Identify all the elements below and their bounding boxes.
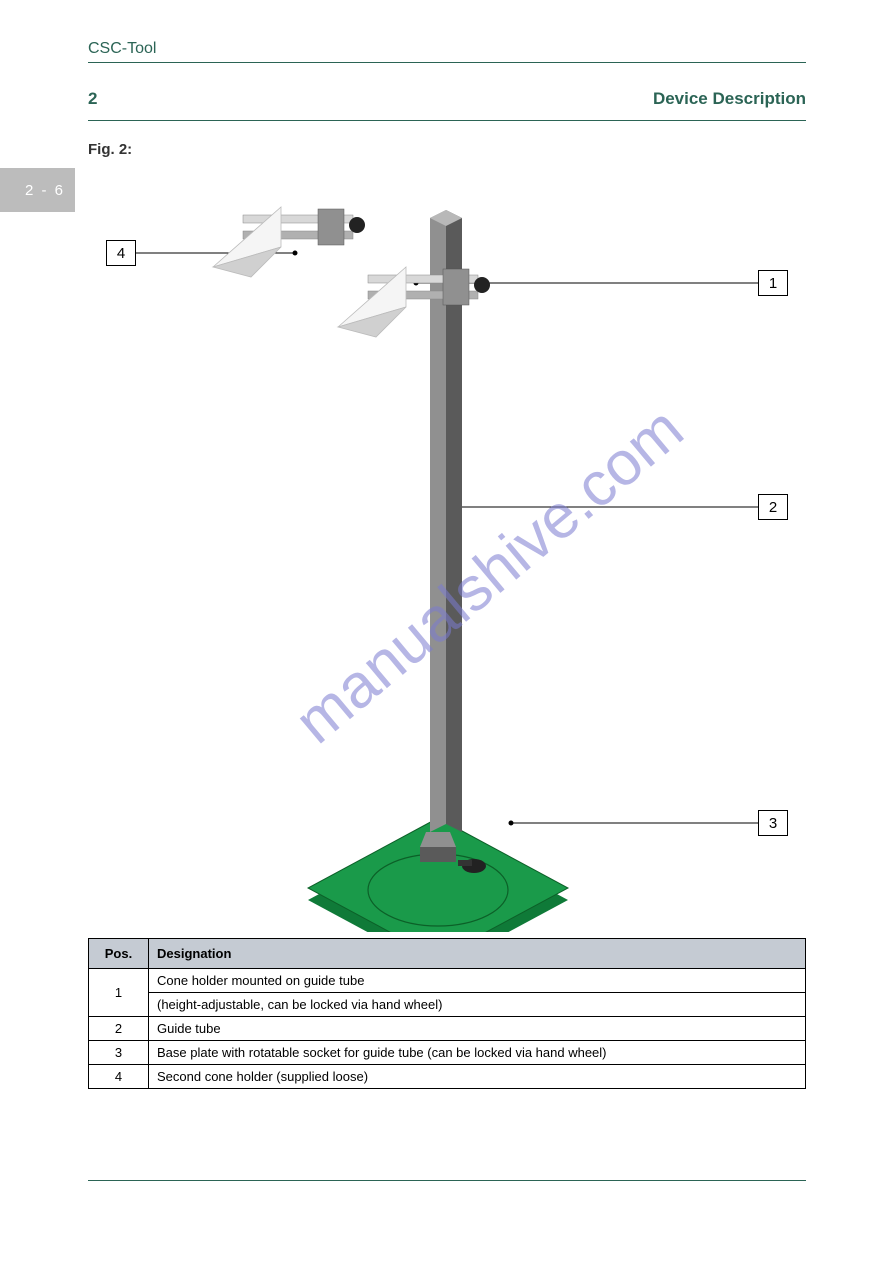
callout-3: 3 <box>758 810 788 836</box>
table-row: (height-adjustable, can be locked via ha… <box>89 993 806 1017</box>
cell-designation: Base plate with rotatable socket for gui… <box>149 1041 806 1065</box>
cell-pos: 3 <box>89 1041 149 1065</box>
table-header-row: Pos. Designation <box>89 939 806 969</box>
callout-4: 4 <box>106 240 136 266</box>
footer-rule <box>88 1180 806 1181</box>
col-designation: Designation <box>149 939 806 969</box>
header-rule <box>88 62 806 63</box>
table-row: 2 Guide tube <box>89 1017 806 1041</box>
base-plate <box>308 818 568 932</box>
cone-holder-loose <box>213 207 365 277</box>
section-title: Device Description <box>653 89 806 109</box>
table-row: 1 Cone holder mounted on guide tube <box>89 969 806 993</box>
section-number: 2 <box>88 89 97 109</box>
section-header: 2 Device Description <box>88 89 806 109</box>
figure-title: Fig. 2: <box>88 141 132 158</box>
col-pos: Pos. <box>89 939 149 969</box>
cell-pos: 1 <box>89 969 149 1017</box>
callout-2: 2 <box>758 494 788 520</box>
diagram: 4 1 2 3 <box>88 172 806 932</box>
cell-designation: Second cone holder (supplied loose) <box>149 1065 806 1089</box>
diagram-svg <box>88 172 806 932</box>
cell-designation: Cone holder mounted on guide tube <box>149 969 806 993</box>
product-name: CSC-Tool <box>88 40 156 58</box>
parts-table: Pos. Designation 1 Cone holder mounted o… <box>88 938 806 1089</box>
cell-pos: 2 <box>89 1017 149 1041</box>
header-rule <box>88 120 806 121</box>
table-row: 3 Base plate with rotatable socket for g… <box>89 1041 806 1065</box>
cone-holder-mounted <box>338 267 490 337</box>
callout-1: 1 <box>758 270 788 296</box>
cell-pos: 4 <box>89 1065 149 1089</box>
cell-designation-sub: (height-adjustable, can be locked via ha… <box>149 993 806 1017</box>
table-row: 4 Second cone holder (supplied loose) <box>89 1065 806 1089</box>
cell-designation: Guide tube <box>149 1017 806 1041</box>
page-tab: 2 - 6 <box>0 168 75 212</box>
